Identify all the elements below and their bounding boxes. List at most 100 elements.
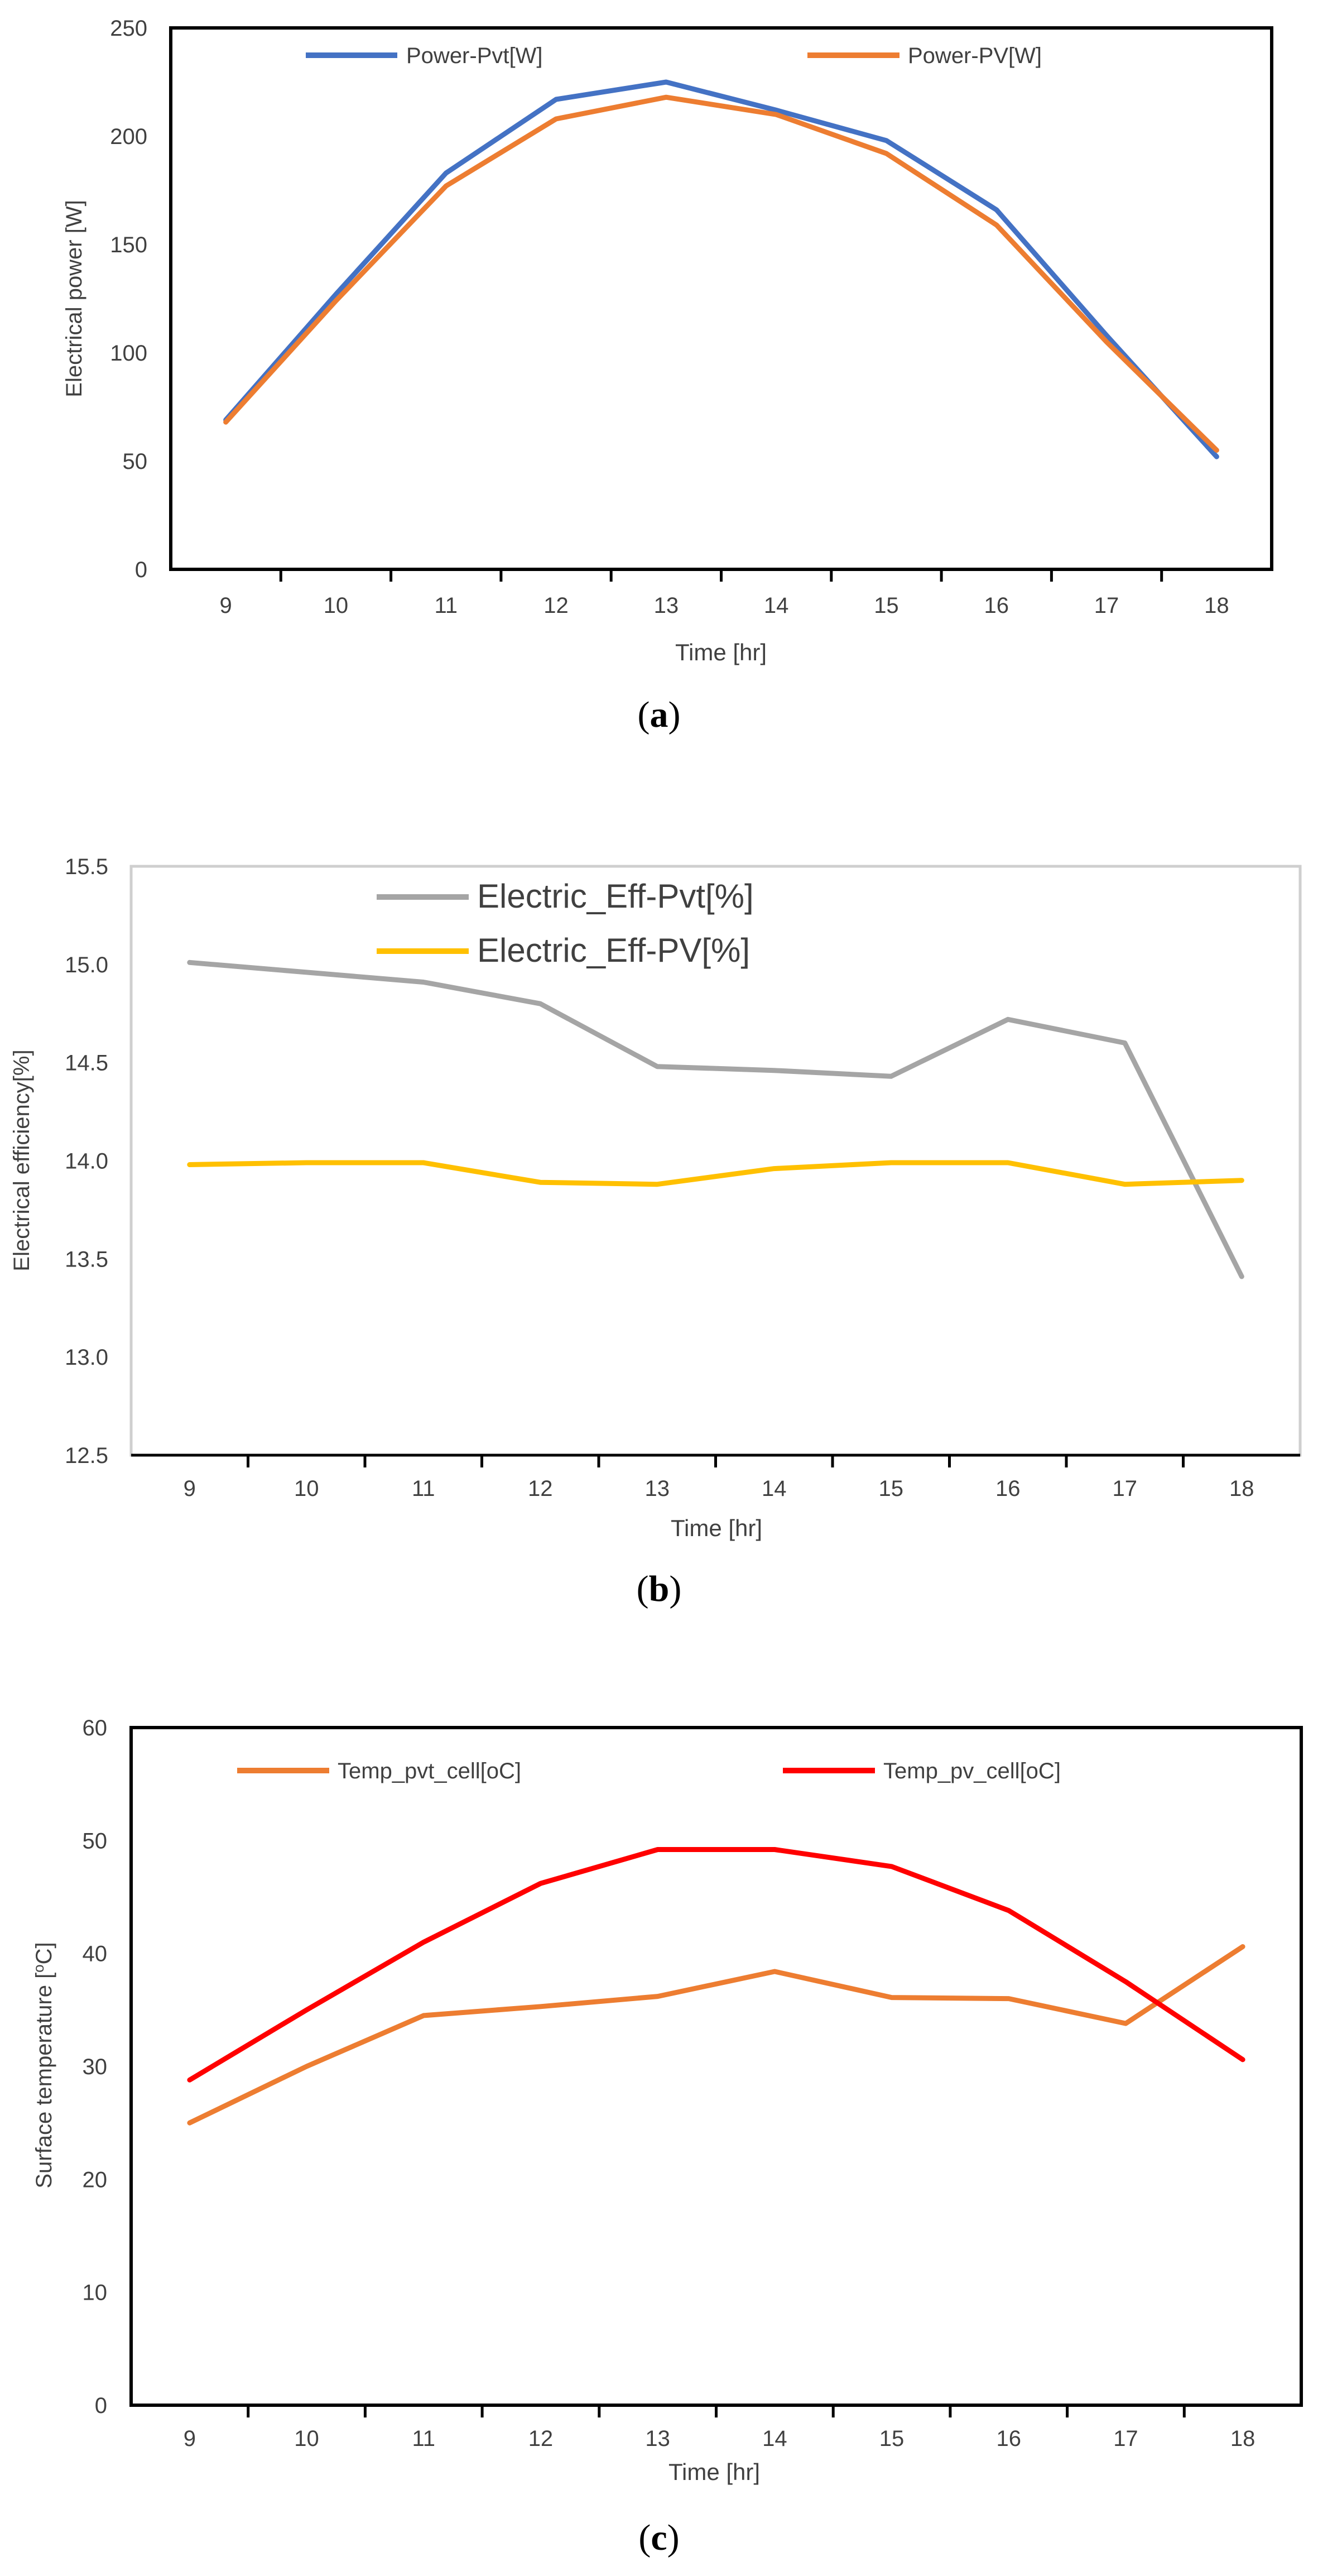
panel-c-y-axis-title-suffix: C] <box>32 1942 56 1964</box>
legend-label-power-pv: Power-PV[W] <box>908 44 1042 68</box>
panel-a-y-tick-label: 250 <box>110 16 147 41</box>
panel-b-y-tick-label: 12.5 <box>65 1443 108 1468</box>
panel-b-y-tick-label: 14.0 <box>65 1149 108 1174</box>
panel-b-x-tick-label: 13 <box>645 1476 670 1501</box>
panel-b-x-axis-title: Time [hr] <box>671 1515 762 1541</box>
panel-a-y-tick-label: 50 <box>123 449 148 474</box>
panel-a-series-2-point <box>335 300 336 301</box>
panel-c-x-tick-label: 13 <box>645 2426 670 2451</box>
panel-c-series-1-point <box>657 1996 658 1997</box>
panel-a-series-line-1 <box>223 79 1219 459</box>
panel-c-caption: (c) <box>638 2517 679 2558</box>
panel-b-caption-letter: b <box>649 1568 670 1609</box>
panel-a-series-2-point <box>776 114 777 115</box>
panel-c-x-tick-label: 9 <box>184 2426 196 2451</box>
panel-b-x-tick-label: 15 <box>879 1476 904 1501</box>
panel-b-x-tick-label: 16 <box>995 1476 1021 1501</box>
panel-b-series-2-point <box>773 1168 775 1169</box>
panel-c-x-tick-label: 17 <box>1113 2426 1138 2451</box>
panel-b-series-line-2 <box>187 1160 1244 1187</box>
panel-c-y-tick-label: 50 <box>83 1829 108 1853</box>
panel-b-y-tick-label: 13.5 <box>65 1247 108 1272</box>
panel-c-x-tick-label: 11 <box>412 2426 435 2451</box>
panel-b-series-2-point <box>540 1182 541 1183</box>
panel-c: 0 10 20 30 40 50 60 9 10 11 12 13 14 15 16 17 18 Temp_p… <box>30 1716 1303 2558</box>
panel-b-series-line-1 <box>187 960 1244 1279</box>
panel-b-series <box>187 960 1244 1279</box>
panel-c-x-tick-label: 12 <box>528 2426 554 2451</box>
panel-a-series-1-point <box>776 109 777 111</box>
panel-a-series-1-point <box>996 209 997 210</box>
panel-c-x-axis-title: Time [hr] <box>668 2459 760 2485</box>
panel-c-series-line-1 <box>187 1944 1245 2126</box>
panel-a-caption-letter: a <box>650 694 668 735</box>
panel-b-y-tick-labels: 12.5 13.0 13.5 14.0 14.5 15.0 15.5 <box>65 855 108 1468</box>
panel-c-series-line-2 <box>187 1847 1245 2083</box>
panel-b-series-2-point <box>189 1164 190 1165</box>
panel-c-series <box>187 1847 1245 2126</box>
panel-a-x-tick-label: 9 <box>220 593 232 618</box>
panel-c-y-tick-label: 10 <box>83 2281 108 2305</box>
panel-a-series-2-point <box>996 224 997 226</box>
panel-a-x-tick-labels: 9 10 11 12 13 14 15 16 17 18 <box>220 593 1229 618</box>
panel-c-x-tick-label: 18 <box>1230 2426 1256 2451</box>
panel-b-legend: Electric_Eff-Pvt[%] Electric_Eff-PV[%] <box>377 877 754 969</box>
panel-a-x-tick-label: 11 <box>434 593 458 618</box>
panel-c-x-tick-label: 14 <box>762 2426 787 2451</box>
panel-c-x-tick-label: 15 <box>879 2426 905 2451</box>
panel-b-y-axis-title: Electrical efficiency[%] <box>9 1049 34 1271</box>
panel-b-x-tick-label: 18 <box>1229 1476 1254 1501</box>
panel-a-y-tick-label: 0 <box>135 558 147 582</box>
panel-b-caption: (b) <box>637 1568 682 1609</box>
panel-a-y-tick-label: 150 <box>110 233 147 257</box>
panel-c-legend: Temp_pvt_cell[oC] Temp_pv_cell[oC] <box>237 1759 1061 1783</box>
panel-a-y-tick-label: 100 <box>110 341 147 366</box>
panel-c-y-tick-label: 60 <box>83 1716 108 1740</box>
panel-a-series-1-point <box>335 294 336 295</box>
panel-c-y-axis-title-sup: o <box>30 1964 47 1972</box>
legend-label-temp-pvt: Temp_pvt_cell[oC] <box>338 1759 521 1783</box>
panel-b-y-tick-label: 13.0 <box>65 1345 108 1370</box>
panel-c-series-1-point <box>540 2006 541 2007</box>
panel-c-series-1-point <box>306 2066 307 2067</box>
panel-c-y-axis-title-prefix: Surface temperature [ <box>32 1973 56 2189</box>
legend-label-temp-pv: Temp_pv_cell[oC] <box>883 1759 1061 1783</box>
panel-c-x-ticks <box>247 2405 1186 2417</box>
panel-a-y-tick-labels: 0 50 100 150 200 250 <box>110 16 147 582</box>
panel-a-series-line-2 <box>223 94 1219 453</box>
panel-a-x-tick-label: 13 <box>654 593 679 618</box>
panel-c-x-tick-label: 16 <box>997 2426 1022 2451</box>
panel-b-x-ticks <box>247 1455 1185 1467</box>
panel-c-y-tick-label: 20 <box>83 2167 108 2192</box>
panel-a-x-tick-label: 12 <box>543 593 569 618</box>
panel-a-x-tick-label: 15 <box>874 593 899 618</box>
panel-c-series-2-point <box>1008 1910 1009 1911</box>
panel-b-series-1-point <box>189 962 190 963</box>
panel-b-x-tick-label: 12 <box>528 1476 553 1501</box>
panel-a-series-2-point <box>886 153 887 154</box>
panel-a-x-tick-label: 14 <box>764 593 789 618</box>
panel-a-series-2-point <box>225 421 227 423</box>
panel-c-y-tick-label: 30 <box>83 2055 108 2079</box>
panel-b-y-tick-label: 15.5 <box>65 855 108 879</box>
legend-label-eff-pv: Electric_Eff-PV[%] <box>477 932 750 969</box>
panel-c-series-2-point <box>306 2009 307 2011</box>
panel-b-y-tick-label: 14.5 <box>65 1051 108 1076</box>
panel-b-x-tick-label: 10 <box>294 1476 319 1501</box>
panel-c-series-1-point <box>1008 1998 1009 1999</box>
panel-a-series <box>223 79 1219 459</box>
panel-a-x-ticks <box>279 569 1163 582</box>
panel-c-y-tick-label: 40 <box>83 1942 108 1966</box>
panel-c-series-2-point <box>540 1883 541 1884</box>
panel-a-legend: Power-Pvt[W] Power-PV[W] <box>306 44 1042 68</box>
panel-a-x-tick-label: 10 <box>324 593 349 618</box>
panel-a-y-tick-label: 200 <box>110 124 147 149</box>
panel-b: 12.5 13.0 13.5 14.0 14.5 15.0 15.5 9 10 11 12 13 14… <box>9 855 1302 1609</box>
panel-c-caption-letter: c <box>651 2517 667 2558</box>
panel-a-x-axis-title: Time [hr] <box>675 639 767 665</box>
panel-c-y-tick-label: 0 <box>95 2393 107 2418</box>
panel-c-y-axis-title: Surface temperature [oC] <box>30 1942 56 2188</box>
panel-a-x-tick-label: 18 <box>1204 593 1229 618</box>
panel-c-series-2-point <box>657 1849 658 1850</box>
